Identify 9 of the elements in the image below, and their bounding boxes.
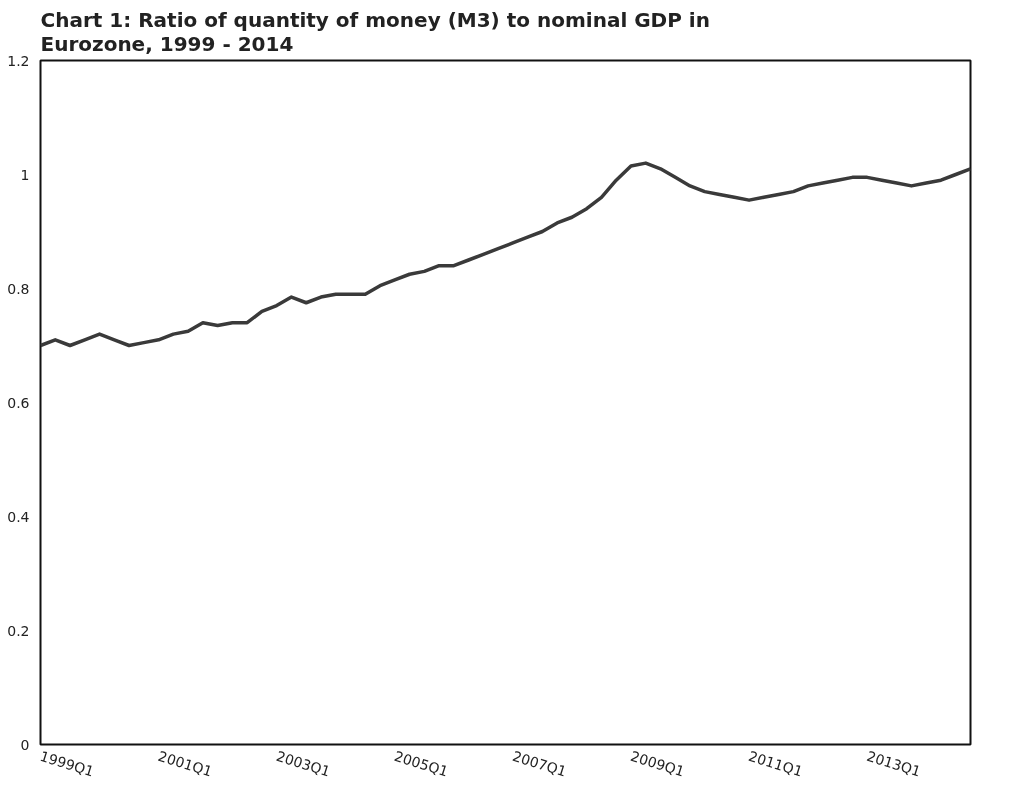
y-tick-label: 1 (20, 166, 30, 183)
line-series (40, 161, 971, 348)
y-tick-label: 0.4 (7, 508, 30, 525)
y-tick-label: 1.2 (7, 52, 30, 69)
y-tick-label: 0.6 (7, 394, 30, 411)
y-tick-label: 0.2 (7, 622, 30, 639)
y-tick-label: 0.8 (7, 280, 30, 297)
chart-title: Chart 1: Ratio of quantity of money (M3) to nominal GDP in Eurozone, 1999 - 2014 (40, 7, 710, 56)
y-tick-label: 0 (20, 736, 30, 753)
